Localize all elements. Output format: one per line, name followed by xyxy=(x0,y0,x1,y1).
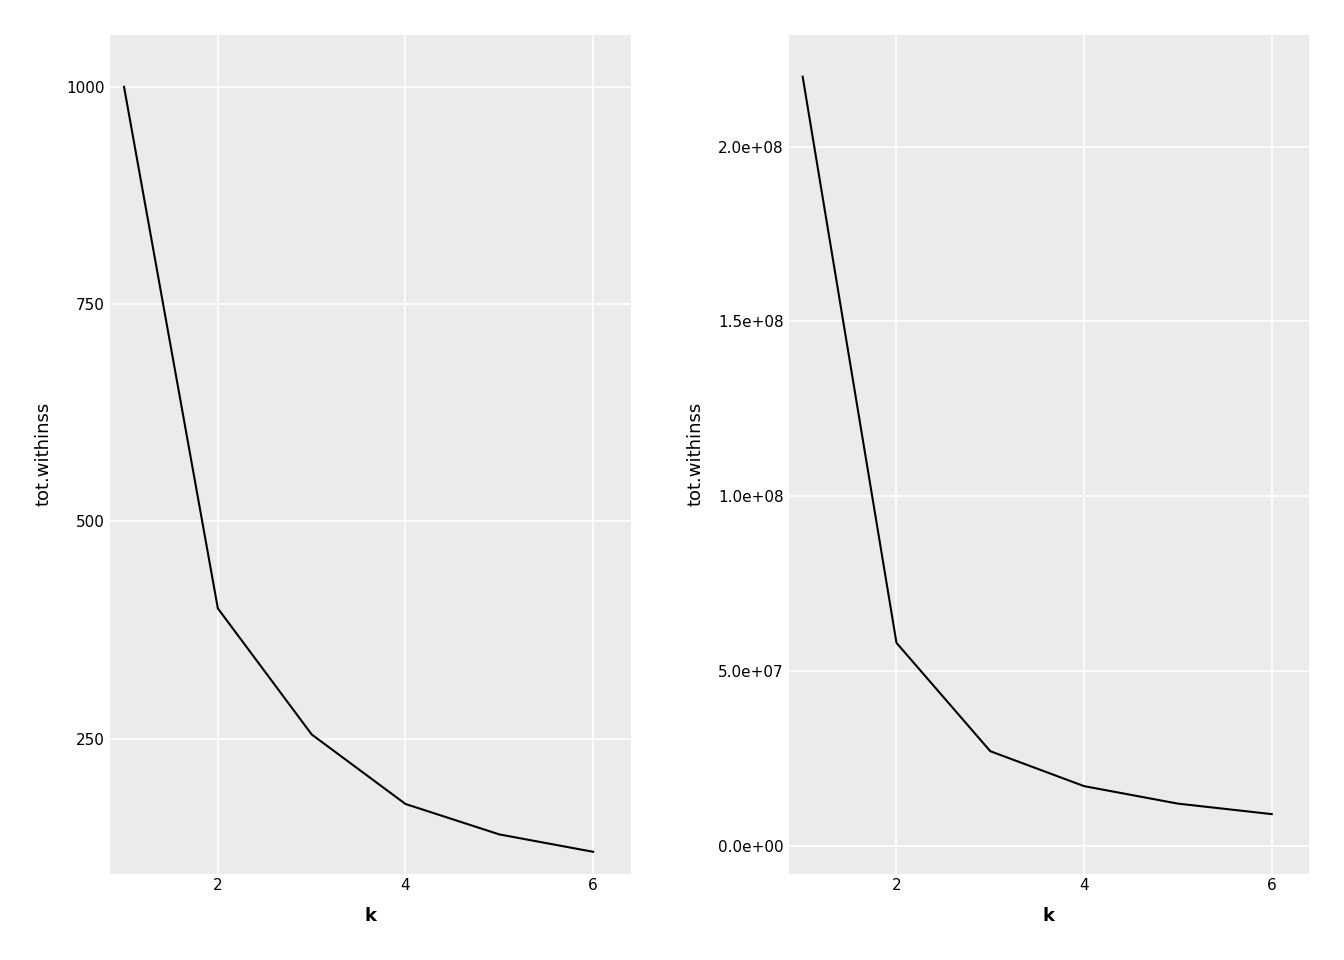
X-axis label: k: k xyxy=(1043,907,1055,925)
X-axis label: k: k xyxy=(364,907,376,925)
Y-axis label: tot.withinss: tot.withinss xyxy=(35,402,52,506)
Y-axis label: tot.withinss: tot.withinss xyxy=(687,402,704,506)
